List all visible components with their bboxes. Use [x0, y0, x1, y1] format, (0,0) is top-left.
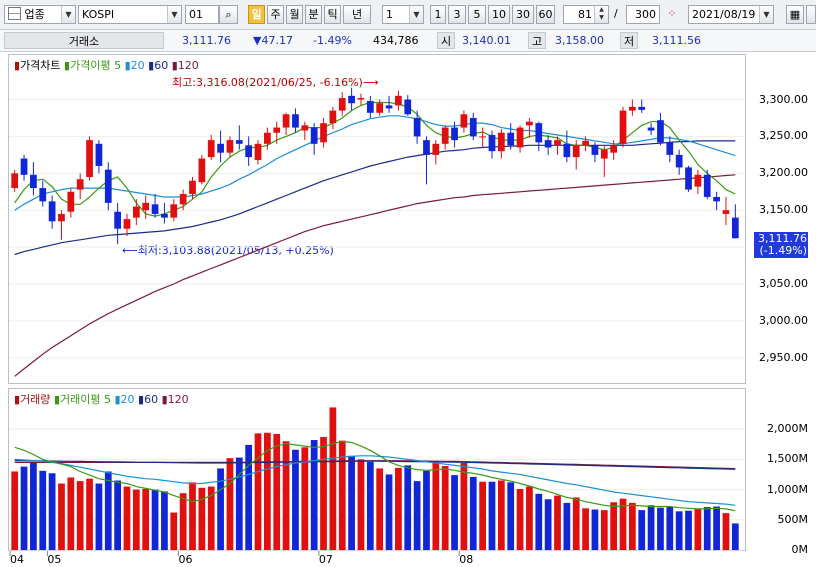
change-percent: -1.49% [313, 34, 352, 47]
legend-item-volume: ▮ [14, 393, 21, 406]
legend-label-vma60: 60 [144, 393, 159, 406]
date-value: 2021/08/19 [692, 8, 756, 21]
chevron-down-icon[interactable]: ▼ [167, 6, 181, 23]
legend-item-vma20: ▮ [114, 393, 121, 406]
tab-tick[interactable]: 틱 [324, 5, 341, 24]
search-icon[interactable]: ⌕ [219, 5, 238, 24]
legend-label-vma20: 20 [120, 393, 135, 406]
more-icon[interactable] [806, 5, 816, 24]
index-name-value: KOSPI [82, 8, 115, 21]
open-label: 시 [437, 32, 455, 49]
tab-month[interactable]: 월 [286, 5, 303, 24]
legend-label-volume-ma: 거래이평 [60, 393, 101, 406]
interval-button-10[interactable]: 10 [488, 5, 510, 24]
legend-item-ma60: ▮ [148, 59, 155, 72]
chevron-down-icon[interactable]: ▼ [759, 6, 773, 23]
count-stepper[interactable]: 81 ▲ ▼ [563, 5, 609, 24]
count-value: 81 [578, 8, 592, 21]
high-annotation: 최고:3,316.08(2021/06/25, -6.16%)⟶ [172, 76, 379, 89]
change-value: ▼47.17 [253, 34, 293, 47]
interval-button-1[interactable]: 1 [430, 5, 446, 24]
price-tick-label: 3,200.00 [759, 166, 808, 180]
high-value: 3,158.00 [555, 34, 604, 47]
quote-bar: 거래소 3,111.76 ▼47.17 -1.49% 434,786 시 3,1… [0, 30, 816, 52]
chart-settings-icon[interactable]: ▦ [786, 5, 804, 24]
interval-button-30[interactable]: 30 [512, 5, 534, 24]
volume-tick-label: 1,000M [767, 482, 808, 496]
tab-minute[interactable]: 분 [305, 5, 322, 24]
count-slash: / [614, 7, 618, 20]
volume-tick-label: 500M [777, 512, 809, 526]
date-tick-label: 07 [318, 553, 333, 566]
chevron-down-icon[interactable]: ▼ [61, 6, 75, 23]
legend-item-vma60: ▮ [138, 393, 145, 406]
legend-label-price-ma: 가격이평 [70, 59, 111, 72]
tab-week[interactable]: 주 [267, 5, 284, 24]
volume-tick-label: 0M [791, 543, 809, 556]
tab-year[interactable]: 년 [343, 5, 371, 24]
current-price-tag: 3,111.76 (-1.49%) [754, 232, 808, 258]
interval-select[interactable]: 1 ▼ [382, 5, 424, 24]
spin-icon[interactable]: ▲ ▼ [594, 6, 608, 23]
price-tick-label: 2,950.00 [759, 350, 808, 364]
interval-button-5[interactable]: 5 [468, 5, 486, 24]
date-picker[interactable]: 2021/08/19 ▼ [688, 5, 774, 24]
legend-label-ma5: 5 [114, 59, 122, 72]
interval-button-60[interactable]: 60 [536, 5, 555, 24]
market-select[interactable]: 업종 ▼ [4, 5, 76, 24]
price-tick-label: 3,250.00 [759, 129, 808, 143]
date-tick-label: 06 [178, 553, 193, 566]
high-label: 고 [528, 32, 546, 49]
price-chart-panel[interactable] [8, 54, 746, 384]
volume-chart-panel[interactable] [8, 388, 746, 551]
volume-value: 434,786 [373, 34, 419, 47]
open-value: 3,140.01 [462, 34, 511, 47]
date-tick-label: 05 [47, 553, 62, 566]
index-name-select[interactable]: KOSPI ▼ [78, 5, 182, 24]
current-price-tag-change: (-1.49%) [759, 244, 808, 257]
tab-day[interactable]: 일 [248, 5, 265, 24]
legend-item-vma120: ▮ [161, 393, 168, 406]
low-label: 저 [620, 32, 638, 49]
toolbar: 업종 ▼ KOSPI ▼ 01 ⌕ 일 주 월 분 틱 년 1 ▼ 1 3 5 … [0, 0, 816, 30]
legend-label-volume: 거래량 [20, 393, 51, 406]
legend-item-volume-ma: ▮ [53, 393, 60, 406]
price-tick-label: 3,050.00 [759, 277, 808, 291]
legend-item-ma120: ▮ [171, 59, 178, 72]
legend-label-ma20: 20 [130, 59, 145, 72]
current-price-tag-value: 3,111.76 [758, 232, 807, 245]
legend-label-ma60: 60 [154, 59, 169, 72]
total-input[interactable]: 300 [626, 5, 660, 24]
volume-tick-label: 2,000M [767, 422, 808, 436]
price-tick-label: 3,000.00 [759, 313, 808, 327]
current-price: 3,111.76 [182, 34, 231, 47]
low-annotation: ⟵최저:3,103.88(2021/05/13, +0.25%) [122, 244, 334, 257]
legend-item-price-ma: ▮ [64, 59, 71, 72]
volume-legend: ▮거래량 ▮거래이평 5 ▮20 ▮60 ▮120 [14, 391, 189, 407]
legend-label-price: 가격차트 [20, 59, 61, 72]
chevron-down-icon[interactable]: ▼ [409, 6, 423, 23]
price-tick-label: 3,300.00 [759, 92, 808, 106]
grid-icon [8, 7, 21, 20]
exchange-label: 거래소 [4, 32, 164, 49]
date-tick-label: 04 [10, 553, 24, 566]
price-tick-label: 3,150.00 [759, 203, 808, 217]
volume-tick-label: 1,500M [767, 452, 808, 466]
legend-label-ma120: 120 [177, 59, 199, 72]
legend-item-ma20: ▮ [124, 59, 131, 72]
date-tick-label: 08 [459, 553, 474, 566]
price-legend: ▮가격차트 ▮가격이평 5 ▮20 ▮60 ▮120 [14, 57, 199, 73]
code-input[interactable]: 01 [185, 5, 219, 24]
interval-value: 1 [386, 8, 393, 21]
legend-label-vma5: 5 [103, 393, 111, 406]
low-value: 3,111.56 [652, 34, 701, 47]
market-select-value: 업종 [24, 8, 45, 21]
dots-icon[interactable]: ⁘ [667, 7, 677, 20]
legend-item-price: ▮ [14, 59, 21, 72]
legend-label-vma120: 120 [167, 393, 189, 406]
interval-button-3[interactable]: 3 [448, 5, 466, 24]
